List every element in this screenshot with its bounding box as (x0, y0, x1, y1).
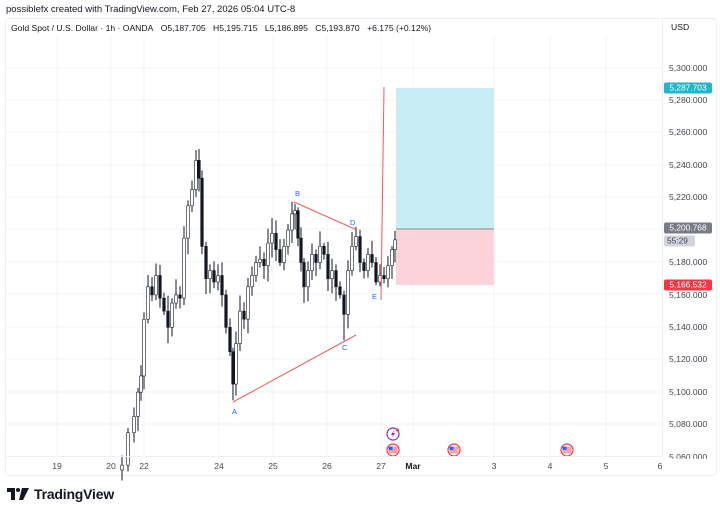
price-label: 5,080.000 (669, 419, 708, 429)
target-price-tag: 5,287.703 (664, 82, 712, 94)
open-value: O5,187.705 (160, 23, 206, 33)
tradingview-logo-text: TradingView (34, 486, 115, 502)
pattern-label-b: B (295, 189, 300, 198)
price-label: 5,160.000 (669, 290, 708, 300)
time-label: 4 (547, 461, 553, 471)
time-label: 22 (139, 461, 149, 471)
price-label: 5,280.000 (669, 95, 708, 105)
us-flag-event-icon[interactable] (560, 443, 574, 457)
pattern-label-d: D (350, 218, 356, 227)
price-label: 5,180.000 (669, 257, 708, 267)
tradingview-brand[interactable]: TradingView (7, 486, 114, 502)
time-label: 6 (657, 461, 663, 471)
time-label: 20 (106, 461, 116, 471)
candlesticks (120, 149, 397, 481)
price-axis-divider (662, 18, 663, 456)
bar-countdown-tag: 55:29 (664, 235, 695, 247)
chart-credit: possiblefx created with TradingView.com,… (6, 4, 296, 15)
time-axis-divider (5, 456, 662, 457)
time-label-month: Mar (405, 461, 421, 471)
price-label: 5,240.000 (669, 160, 708, 170)
price-label: 5,100.000 (669, 387, 708, 397)
price-label: 5,120.000 (669, 354, 708, 364)
close-value: C5,193.870 (315, 23, 360, 33)
price-label: 5,140.000 (669, 322, 708, 332)
lightning-event-icon[interactable] (386, 427, 400, 441)
price-label: 5,260.000 (669, 127, 708, 137)
triangle-pattern (232, 86, 385, 403)
time-label: 27 (376, 461, 386, 471)
pattern-label-c: C (342, 343, 348, 352)
low-value: L5,186.895 (264, 23, 308, 33)
profit-zone (396, 88, 494, 229)
symbol-name: Gold Spot / U.S. Dollar · 1h · OANDA (11, 23, 154, 33)
time-label: 5 (603, 461, 609, 471)
price-label: 5,060.000 (669, 451, 708, 459)
grid-lines (6, 36, 662, 456)
time-label: 24 (214, 461, 224, 471)
currency-label[interactable]: USD (671, 22, 690, 32)
high-value: H5,195.715 (213, 23, 258, 33)
tradingview-logo-icon (7, 488, 29, 500)
ohlc-legend: Gold Spot / U.S. Dollar · 1h · OANDA O5,… (11, 23, 436, 33)
pattern-label-a: A (232, 407, 237, 416)
change-value: +6.175 (+0.12%) (367, 23, 432, 33)
us-flag-event-icon[interactable] (447, 443, 461, 457)
time-label: 26 (322, 461, 332, 471)
time-label: 25 (268, 461, 278, 471)
stop-price-tag: 5,166.532 (664, 279, 712, 291)
pattern-label-e: E (372, 292, 377, 301)
time-label: 3 (491, 461, 497, 471)
price-label: 5,300.000 (669, 63, 708, 73)
entry-price-tag: 5,200.768 (664, 222, 712, 234)
time-label: 19 (52, 461, 62, 471)
us-flag-event-icon[interactable] (386, 443, 400, 457)
chart-frame (5, 18, 717, 476)
price-label: 5,220.000 (669, 192, 708, 202)
loss-zone (396, 229, 494, 285)
